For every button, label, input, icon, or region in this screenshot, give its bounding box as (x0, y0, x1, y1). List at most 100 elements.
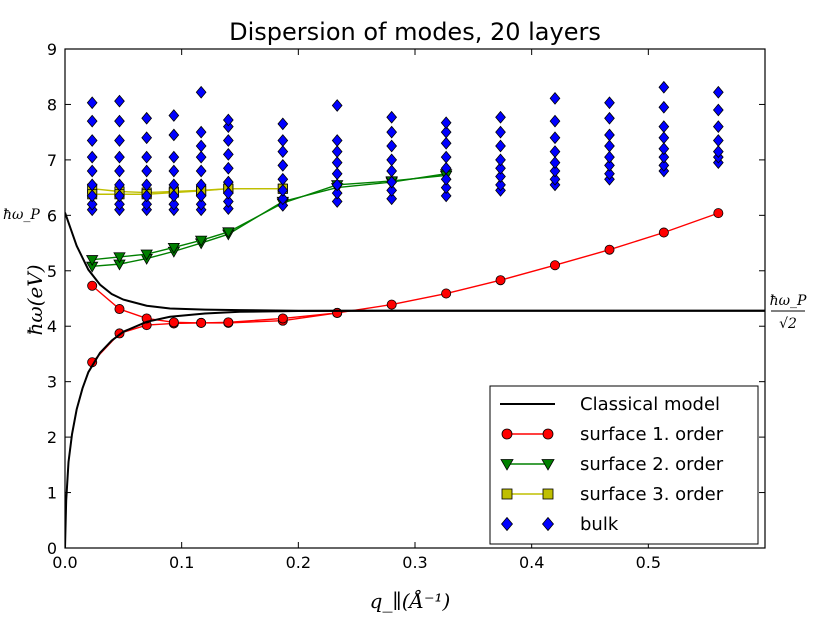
bulk-point (168, 178, 180, 192)
bulk-point (277, 134, 289, 147)
bulk-point (549, 114, 561, 128)
bulk-point (658, 159, 670, 172)
surface-1-order-point (114, 304, 125, 315)
bulk-point (549, 145, 561, 158)
bulk-point (658, 142, 670, 156)
surface-1-order-point (495, 275, 506, 286)
bulk-point (168, 150, 180, 164)
bulk-point (495, 110, 506, 124)
axes: 0.0 0.1 0.2 0.3 0.4 0.5 0 1 2 3 4 5 6 7 8 9 (47, 40, 766, 572)
legend-marker (501, 488, 513, 500)
surface-1-order-point (550, 260, 561, 271)
surface-2-order-point (85, 255, 99, 267)
surface-1-order-point (223, 317, 234, 328)
bulk-point (386, 139, 398, 153)
x-axis-label: q_∥(Å⁻¹) (370, 588, 451, 613)
bulk-point (222, 161, 234, 175)
bulk-point (114, 189, 125, 203)
y-tick-label: 9 (47, 40, 57, 59)
bulk-point (195, 150, 207, 164)
bulk-point (141, 197, 153, 211)
chart-title: Dispersion of modes, 20 layers (229, 18, 601, 46)
bulk-point (386, 164, 398, 178)
bulk-point (168, 189, 180, 203)
bulk-point (277, 172, 289, 186)
bulk-point (86, 189, 98, 203)
legend-label: surface 2. order (580, 454, 724, 475)
bulk-point (277, 117, 289, 131)
bulk-point (331, 134, 343, 147)
bulk-point (222, 113, 234, 127)
bulk-point (440, 150, 452, 164)
bulk-point (712, 120, 724, 133)
bulk-point (86, 150, 98, 164)
legend-label: surface 1. order (580, 424, 724, 445)
y-tick-label: 7 (47, 151, 57, 170)
fraction-numerator: ħω_P (770, 293, 807, 309)
bulk-point (222, 175, 234, 189)
bulk-point (222, 186, 234, 200)
y-tick-label: 2 (47, 428, 57, 447)
surface-2-order-point (167, 242, 181, 254)
bulk-point (86, 114, 98, 128)
bulk-point (195, 178, 207, 192)
legend-marker (500, 459, 514, 471)
bulk-point (440, 125, 452, 139)
legend-entry-surface-3-order: surface 3. order (501, 484, 724, 505)
legend-marker (541, 459, 555, 471)
bulk-point (549, 91, 561, 105)
legend-marker (542, 516, 554, 532)
bulk-point (222, 202, 234, 216)
bulk-point (712, 134, 724, 147)
bulk-point (495, 139, 506, 153)
bulk-point (386, 153, 398, 167)
x-tick-label: 0.1 (169, 553, 194, 572)
legend-entry-classical-model: Classical model (500, 394, 720, 415)
series-surface-1-order (87, 208, 724, 368)
bulk-point (141, 111, 153, 125)
bulk-point (141, 164, 153, 178)
bulk-point (331, 99, 343, 112)
bulk-point (549, 131, 561, 145)
bulk-point (141, 189, 153, 203)
surface-1-order-point (604, 244, 615, 255)
bulk-point (712, 145, 724, 158)
legend-entry-surface-2-order: surface 2. order (500, 454, 724, 475)
surface-2-order-point (222, 227, 235, 239)
bulk-point (604, 139, 615, 153)
plot-area (65, 80, 765, 548)
bulk-point (658, 100, 670, 114)
bulk-point (195, 164, 207, 178)
legend-entry-bulk: bulk (501, 514, 619, 535)
bulk-point (86, 164, 98, 178)
surface-1-order-point (658, 227, 669, 238)
bulk-point (114, 134, 125, 147)
bulk-point (331, 156, 343, 170)
y-tick-label: 3 (47, 373, 57, 392)
x-tick-label: 0.3 (402, 553, 427, 572)
bulk-point (386, 192, 398, 206)
y-axis-label: ħω(eV) (23, 264, 47, 335)
bulk-point (277, 159, 289, 172)
bulk-point (440, 189, 452, 203)
bulk-point (168, 164, 180, 178)
bulk-point (604, 111, 615, 125)
legend-label: surface 3. order (580, 484, 724, 505)
bulk-point (658, 131, 670, 145)
bulk-point (549, 156, 561, 170)
surface-2-order-line-0 (92, 173, 447, 268)
bulk-point (604, 150, 615, 164)
surface-2-order-point (140, 249, 153, 261)
bulk-point (114, 197, 125, 211)
bulk-point (658, 150, 670, 164)
y-tick-label: 1 (47, 484, 57, 503)
bulk-point (495, 161, 506, 175)
legend-label: Classical model (580, 394, 720, 415)
bulk-point (195, 85, 207, 99)
x-tick-label: 0.5 (636, 553, 661, 572)
surface-1-order-point (713, 208, 724, 219)
x-tick-label: 0.2 (286, 553, 311, 572)
surface-2-order-point (113, 252, 126, 264)
bulk-point (331, 178, 343, 192)
bulk-point (222, 147, 234, 161)
